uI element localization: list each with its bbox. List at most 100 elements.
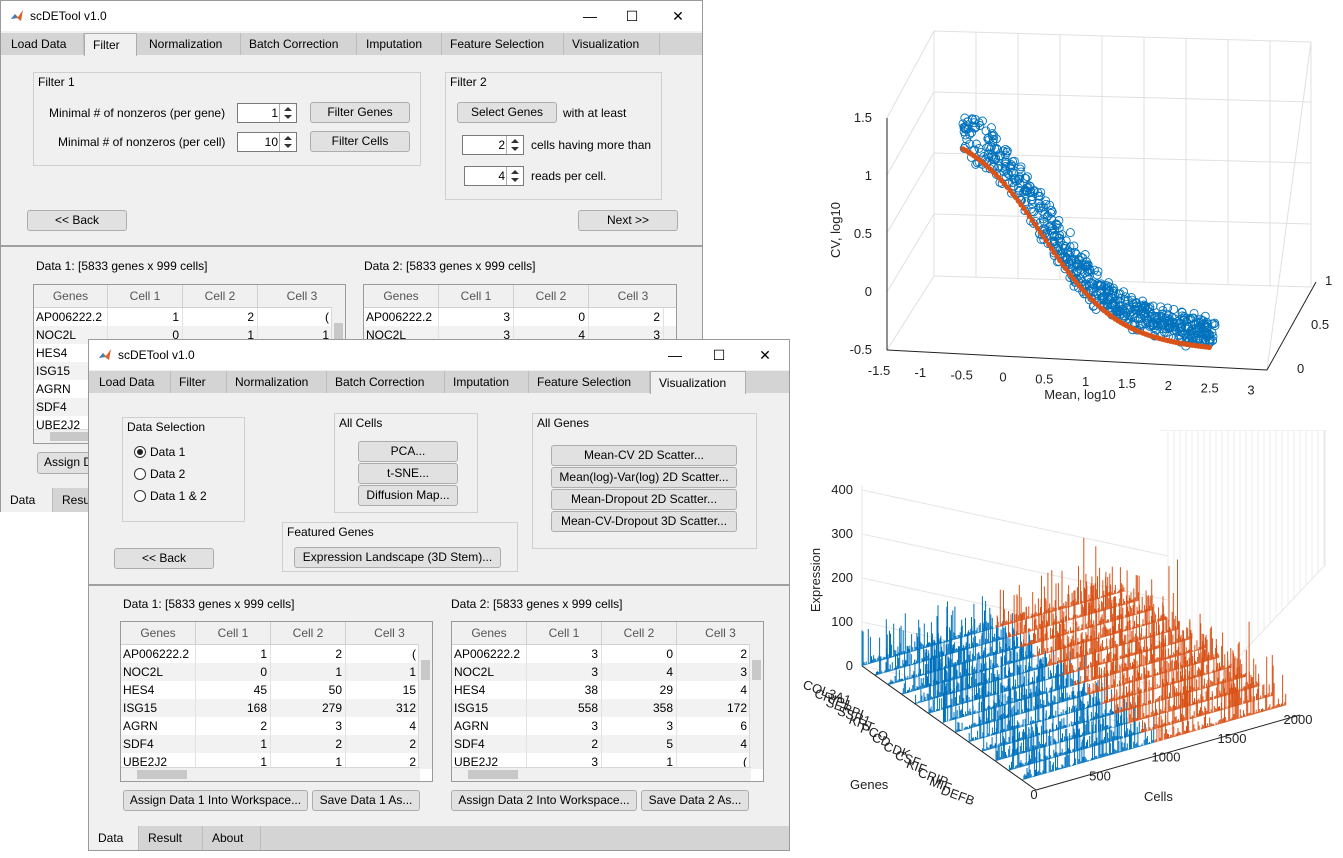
table-row[interactable]: AP006222.2 1 2( bbox=[34, 308, 345, 326]
close-icon[interactable]: ✕ bbox=[759, 347, 771, 363]
col-genes[interactable]: Genes bbox=[121, 622, 196, 644]
table-row[interactable]: UBE2J2 1 1 2 bbox=[121, 753, 432, 771]
radio-data1[interactable] bbox=[134, 446, 146, 458]
radio-data2[interactable] bbox=[134, 468, 146, 480]
tab-data[interactable]: Data bbox=[1, 488, 53, 512]
mean-dropout-2d-button[interactable]: Mean-Dropout 2D Scatter... bbox=[551, 489, 737, 510]
table-row[interactable]: NOC2L 3 4 3 bbox=[364, 326, 676, 343]
maximize-icon[interactable]: ☐ bbox=[625, 8, 639, 24]
tab-data[interactable]: Data bbox=[89, 826, 139, 850]
scroll-thumb[interactable] bbox=[334, 323, 343, 343]
assign-data1-button[interactable]: Assign Data 1 Into Workspace... bbox=[123, 790, 308, 811]
tab-visualization[interactable]: Visualization bbox=[650, 371, 746, 394]
table-row[interactable]: AP006222.2 1 2( bbox=[121, 645, 432, 663]
data2-table[interactable]: Genes Cell 1 Cell 2 Cell 3 AP006222.2 3 0 2… bbox=[451, 621, 764, 782]
tab-feature-selection[interactable]: Feature Selection bbox=[529, 371, 650, 393]
tab-imputation[interactable]: Imputation bbox=[358, 33, 442, 55]
col-cell3[interactable]: Cell 3 bbox=[346, 622, 432, 644]
pca-button[interactable]: PCA... bbox=[358, 441, 458, 462]
col-cell3[interactable]: Cell 3 bbox=[677, 622, 763, 644]
scroll-thumb[interactable] bbox=[752, 660, 761, 680]
stepper-arrows-icon[interactable] bbox=[279, 104, 296, 122]
table-row[interactable]: ISG15 168 279 312 bbox=[121, 699, 432, 717]
scroll-thumb[interactable] bbox=[50, 432, 110, 441]
col-cell2[interactable]: Cell 2 bbox=[602, 622, 677, 644]
tab-feature-selection[interactable]: Feature Selection bbox=[442, 33, 564, 55]
tab-filter[interactable]: Filter bbox=[171, 371, 227, 393]
reads-stepper[interactable]: 4 bbox=[464, 166, 524, 186]
col-genes[interactable]: Genes bbox=[364, 285, 439, 307]
table-row[interactable]: SDF4 2 5 4 bbox=[452, 735, 763, 753]
tab-result[interactable]: Resu bbox=[53, 488, 93, 512]
col-genes[interactable]: Genes bbox=[452, 622, 527, 644]
min-cell-stepper[interactable]: 10 bbox=[237, 132, 297, 152]
back-assign-button[interactable]: Assign D bbox=[37, 452, 97, 474]
vertical-scrollbar[interactable] bbox=[749, 644, 763, 769]
cells-stepper[interactable]: 2 bbox=[462, 135, 524, 155]
table-row[interactable]: AP006222.2 3 0 2 bbox=[452, 645, 763, 663]
col-cell1[interactable]: Cell 1 bbox=[196, 622, 271, 644]
table-row[interactable]: NOC2L 0 1 1 bbox=[121, 663, 432, 681]
tab-batch-correction[interactable]: Batch Correction bbox=[327, 371, 445, 393]
filter-cells-button[interactable]: Filter Cells bbox=[310, 131, 410, 152]
col-cell2[interactable]: Cell 2 bbox=[514, 285, 589, 307]
assign-data2-button[interactable]: Assign Data 2 Into Workspace... bbox=[451, 790, 637, 811]
col-cell3[interactable]: Cell 3 bbox=[258, 285, 345, 307]
table-row[interactable]: ISG15 558 358 172 bbox=[452, 699, 763, 717]
tab-filter[interactable]: Filter bbox=[84, 33, 137, 56]
tab-load-data[interactable]: Load Data bbox=[3, 33, 84, 55]
table-row[interactable]: HES4 38 29 4 bbox=[452, 681, 763, 699]
table-row[interactable]: UBE2J2 3 1( bbox=[452, 753, 763, 771]
close-icon[interactable]: ✕ bbox=[672, 8, 684, 24]
diffusion-map-button[interactable]: Diffusion Map... bbox=[358, 485, 458, 506]
table-row[interactable]: SDF4 1 2 2 bbox=[121, 735, 432, 753]
tab-imputation[interactable]: Imputation bbox=[445, 371, 529, 393]
tab-batch-correction[interactable]: Batch Correction bbox=[241, 33, 357, 55]
tab-visualization[interactable]: Visualization bbox=[564, 33, 660, 55]
data1-table[interactable]: Genes Cell 1 Cell 2 Cell 3 AP006222.2 1 2(… bbox=[120, 621, 433, 782]
tab-normalization[interactable]: Normalization bbox=[141, 33, 241, 55]
minimize-icon[interactable]: — bbox=[668, 347, 682, 363]
tab-load-data[interactable]: Load Data bbox=[91, 371, 171, 393]
select-genes-button[interactable]: Select Genes bbox=[457, 102, 557, 123]
stepper-arrows-icon[interactable] bbox=[279, 133, 296, 151]
stepper-arrows-icon[interactable] bbox=[506, 136, 523, 154]
radio-data12[interactable] bbox=[134, 490, 146, 502]
stepper-arrows-icon[interactable] bbox=[506, 167, 523, 185]
expression-landscape-button[interactable]: Expression Landscape (3D Stem)... bbox=[294, 547, 501, 568]
table-row[interactable]: HES4 45 50 15 bbox=[121, 681, 432, 699]
next-button[interactable]: Next >> bbox=[578, 210, 678, 231]
back-data2-table[interactable]: Genes Cell 1 Cell 2 Cell 3 AP006222.2 3 0 2… bbox=[363, 284, 677, 344]
col-cell1[interactable]: Cell 1 bbox=[108, 285, 183, 307]
table-row[interactable]: AP006222.2 3 0 2 bbox=[364, 308, 676, 326]
scroll-thumb[interactable] bbox=[468, 770, 518, 779]
save-data1-button[interactable]: Save Data 1 As... bbox=[312, 790, 420, 811]
tab-result[interactable]: Result bbox=[139, 826, 203, 850]
back-button[interactable]: << Back bbox=[27, 210, 127, 231]
col-cell2[interactable]: Cell 2 bbox=[271, 622, 346, 644]
mean-cv-2d-button[interactable]: Mean-CV 2D Scatter... bbox=[551, 445, 737, 466]
horizontal-scrollbar[interactable] bbox=[452, 767, 751, 781]
min-gene-stepper[interactable]: 1 bbox=[237, 103, 297, 123]
filter-genes-button[interactable]: Filter Genes bbox=[310, 102, 410, 123]
minimize-icon[interactable]: — bbox=[583, 8, 597, 24]
scroll-thumb[interactable] bbox=[421, 660, 430, 680]
mean-cv-dropout-3d-button[interactable]: Mean-CV-Dropout 3D Scatter... bbox=[551, 511, 737, 532]
horizontal-scrollbar[interactable] bbox=[121, 767, 420, 781]
scroll-thumb[interactable] bbox=[137, 770, 187, 779]
col-cell1[interactable]: Cell 1 bbox=[439, 285, 514, 307]
table-row[interactable]: NOC2L 3 4 3 bbox=[452, 663, 763, 681]
col-cell2[interactable]: Cell 2 bbox=[183, 285, 258, 307]
table-row[interactable]: AGRN 2 3 4 bbox=[121, 717, 432, 735]
tsne-button[interactable]: t-SNE... bbox=[358, 463, 458, 484]
vertical-scrollbar[interactable] bbox=[418, 644, 432, 769]
maximize-icon[interactable]: ☐ bbox=[712, 347, 726, 363]
col-cell1[interactable]: Cell 1 bbox=[527, 622, 602, 644]
mean-var-2d-button[interactable]: Mean(log)-Var(log) 2D Scatter... bbox=[551, 467, 737, 488]
col-genes[interactable]: Genes bbox=[34, 285, 108, 307]
save-data2-button[interactable]: Save Data 2 As... bbox=[641, 790, 749, 811]
back-button[interactable]: << Back bbox=[114, 548, 214, 569]
tab-normalization[interactable]: Normalization bbox=[227, 371, 327, 393]
col-cell3[interactable]: Cell 3 bbox=[589, 285, 676, 307]
table-row[interactable]: AGRN 3 3 6 bbox=[452, 717, 763, 735]
